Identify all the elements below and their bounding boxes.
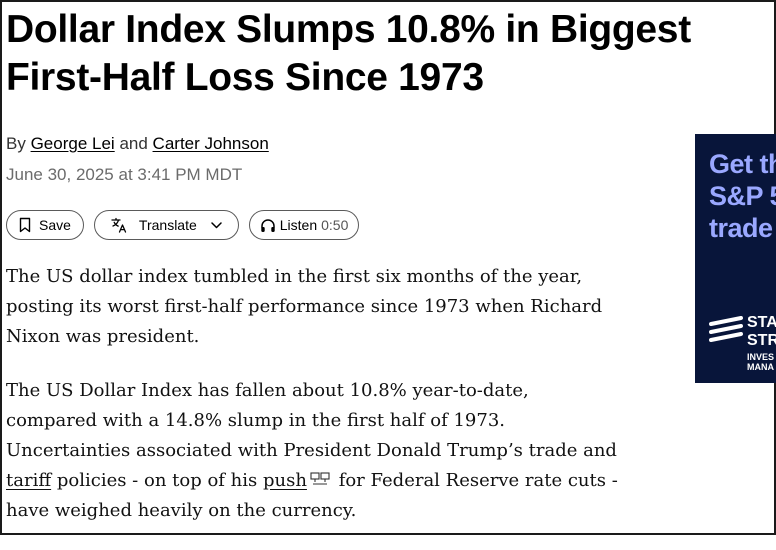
publish-date: June 30, 2025 at 3:41 PM MDT <box>6 165 243 184</box>
byline-and: and <box>119 134 148 153</box>
paragraph-text: policies - on top of his <box>56 470 258 491</box>
byline-prefix: By <box>6 134 26 153</box>
article-body: The US dollar index tumbled in the first… <box>6 262 621 550</box>
terminal-link-icon[interactable] <box>310 466 330 496</box>
translate-button[interactable]: Translate <box>93 210 239 240</box>
advertisement[interactable]: Get th S&P 5 trade STA STR INVES MANA <box>695 134 776 383</box>
translate-label: Translate <box>138 217 197 233</box>
push-link[interactable]: push <box>263 470 307 491</box>
article-paragraph: The US Dollar Index has fallen about 10.… <box>6 376 621 526</box>
translate-icon <box>111 217 127 233</box>
listen-button[interactable]: Listen 0:50 <box>248 210 360 240</box>
byline: By George Lei and Carter Johnson <box>6 134 269 154</box>
save-label: Save <box>39 217 71 233</box>
ad-brand: STA STR <box>747 314 776 349</box>
article-headline: Dollar Index Slumps 10.8% in Biggest Fir… <box>6 8 691 99</box>
ad-logo-icon <box>709 312 743 351</box>
listen-duration: 0:50 <box>321 217 349 233</box>
tariff-link[interactable]: tariff <box>6 470 52 491</box>
author-link-george-lei[interactable]: George Lei <box>30 134 115 153</box>
chevron-down-icon <box>211 221 222 229</box>
bookmark-icon <box>19 217 31 233</box>
article-actions: Save Translate Listen 0:50 <box>6 210 360 240</box>
listen-label: Listen <box>279 217 318 233</box>
ad-headline: Get th S&P 5 trade <box>709 149 776 243</box>
article-paragraph: The US dollar index tumbled in the first… <box>6 266 603 347</box>
headphones-icon <box>260 218 276 233</box>
save-button[interactable]: Save <box>6 210 84 240</box>
paragraph-text: for Federal Reserve rate cuts - have wei… <box>6 470 618 521</box>
paragraph-text: The US Dollar Index has fallen about 10.… <box>6 380 617 461</box>
ad-subtext: INVES MANA <box>747 352 775 372</box>
author-link-carter-johnson[interactable]: Carter Johnson <box>152 134 269 153</box>
